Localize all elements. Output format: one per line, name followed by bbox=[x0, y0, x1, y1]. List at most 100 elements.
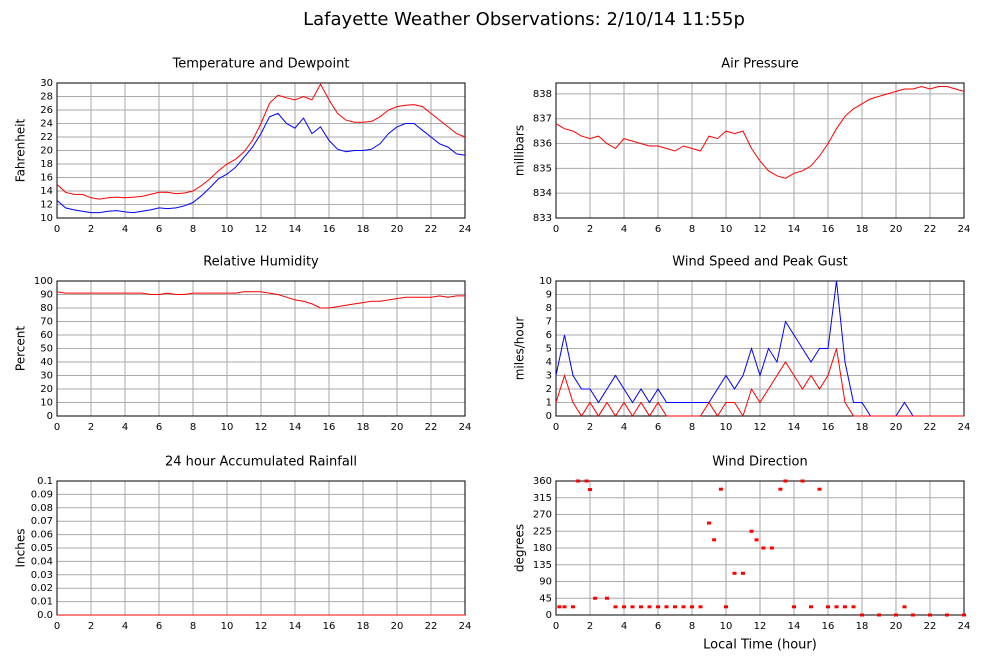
y-tick-label: 14 bbox=[40, 186, 53, 197]
data-point bbox=[826, 605, 830, 609]
data-point bbox=[588, 488, 592, 492]
x-tick-label: 0 bbox=[553, 621, 559, 632]
x-tick-label: 14 bbox=[289, 621, 302, 632]
y-tick-label: 0.04 bbox=[31, 556, 53, 567]
y-tick-label: 40 bbox=[40, 357, 53, 368]
y-tick-label: 0 bbox=[47, 411, 53, 422]
y-tick-label: 0.02 bbox=[31, 583, 53, 594]
y-tick-label: 838 bbox=[533, 89, 552, 100]
x-tick-label: 14 bbox=[289, 422, 302, 433]
data-point bbox=[605, 596, 609, 600]
y-axis-label: degrees bbox=[513, 524, 527, 572]
data-point bbox=[761, 546, 766, 550]
data-point bbox=[698, 605, 703, 609]
x-tick-label: 4 bbox=[621, 224, 627, 235]
y-tick-label: 28 bbox=[40, 92, 53, 103]
y-axis-label: miles/hour bbox=[513, 317, 527, 381]
data-point bbox=[576, 479, 581, 483]
x-tick-label: 20 bbox=[890, 422, 903, 433]
data-point bbox=[778, 487, 783, 491]
x-tick-label: 0 bbox=[54, 224, 60, 235]
x-tick-label: 6 bbox=[655, 224, 661, 235]
y-tick-label: 833 bbox=[533, 213, 552, 224]
x-tick-label: 4 bbox=[621, 422, 627, 433]
y-tick-label: 0.03 bbox=[31, 570, 53, 581]
y-tick-label: 836 bbox=[533, 139, 552, 150]
x-tick-label: 14 bbox=[788, 224, 801, 235]
x-tick-label: 8 bbox=[190, 224, 196, 235]
x-tick-label: 16 bbox=[822, 422, 835, 433]
data-point bbox=[673, 605, 677, 609]
x-tick-label: 2 bbox=[587, 422, 593, 433]
x-tick-label: 4 bbox=[122, 422, 128, 433]
x-tick-label: 8 bbox=[190, 621, 196, 632]
data-point bbox=[962, 613, 966, 617]
data-point bbox=[707, 521, 711, 525]
y-tick-label: 30 bbox=[40, 371, 53, 382]
y-tick-label: 6 bbox=[546, 330, 552, 341]
x-tick-label: 12 bbox=[754, 224, 767, 235]
x-tick-label: 22 bbox=[924, 422, 937, 433]
y-tick-label: 315 bbox=[533, 493, 552, 504]
x-tick-label: 2 bbox=[587, 224, 593, 235]
data-point bbox=[690, 605, 694, 609]
data-point bbox=[754, 538, 759, 542]
data-line bbox=[56, 83, 466, 200]
y-tick-label: 80 bbox=[40, 303, 53, 314]
x-tick-label: 20 bbox=[391, 224, 404, 235]
x-tick-label: 4 bbox=[122, 621, 128, 632]
x-tick-label: 22 bbox=[924, 224, 937, 235]
x-tick-label: 10 bbox=[720, 224, 733, 235]
data-point bbox=[613, 605, 618, 609]
data-point bbox=[681, 605, 686, 609]
data-point bbox=[557, 605, 562, 609]
y-tick-label: 837 bbox=[533, 114, 552, 125]
x-tick-label: 6 bbox=[156, 621, 162, 632]
y-axis-label: millibars bbox=[513, 125, 527, 176]
data-point bbox=[834, 605, 839, 609]
y-tick-label: 8 bbox=[546, 303, 552, 314]
x-tick-label: 6 bbox=[156, 422, 162, 433]
x-tick-label: 6 bbox=[655, 422, 661, 433]
data-point bbox=[902, 605, 907, 609]
panel-title: Relative Humidity bbox=[203, 255, 319, 270]
y-tick-label: 10 bbox=[539, 276, 552, 287]
data-point bbox=[792, 605, 796, 609]
data-point bbox=[945, 613, 949, 617]
y-tick-label: 7 bbox=[546, 317, 552, 328]
y-tick-label: 12 bbox=[40, 200, 53, 211]
x-axis-label: Local Time (hour) bbox=[703, 638, 817, 653]
x-tick-label: 20 bbox=[890, 224, 903, 235]
x-tick-label: 2 bbox=[88, 422, 94, 433]
y-tick-label: 4 bbox=[546, 357, 552, 368]
x-tick-label: 18 bbox=[357, 422, 370, 433]
y-tick-label: 20 bbox=[40, 384, 53, 395]
y-tick-label: 60 bbox=[40, 330, 53, 341]
y-tick-label: 5 bbox=[546, 344, 552, 355]
y-tick-label: 10 bbox=[40, 213, 53, 224]
x-tick-label: 12 bbox=[754, 422, 767, 433]
plot-frame bbox=[555, 82, 965, 219]
y-axis-label: Fahrenheit bbox=[14, 118, 28, 182]
y-tick-label: 2 bbox=[546, 384, 552, 395]
plot-frame bbox=[555, 280, 965, 417]
y-tick-label: 225 bbox=[533, 526, 552, 537]
x-tick-label: 24 bbox=[459, 621, 472, 632]
data-point bbox=[664, 605, 669, 609]
x-tick-label: 18 bbox=[357, 621, 370, 632]
y-tick-label: 90 bbox=[539, 577, 552, 588]
y-tick-label: 0 bbox=[546, 411, 552, 422]
data-line bbox=[56, 112, 466, 214]
x-tick-label: 6 bbox=[156, 224, 162, 235]
x-tick-label: 4 bbox=[122, 224, 128, 235]
data-point bbox=[718, 487, 723, 491]
x-tick-label: 18 bbox=[856, 621, 869, 632]
data-point bbox=[783, 479, 788, 483]
data-point bbox=[571, 605, 575, 609]
y-tick-label: 90 bbox=[40, 290, 53, 301]
plot-frame bbox=[56, 82, 466, 219]
x-tick-label: 8 bbox=[190, 422, 196, 433]
x-tick-label: 0 bbox=[553, 422, 559, 433]
